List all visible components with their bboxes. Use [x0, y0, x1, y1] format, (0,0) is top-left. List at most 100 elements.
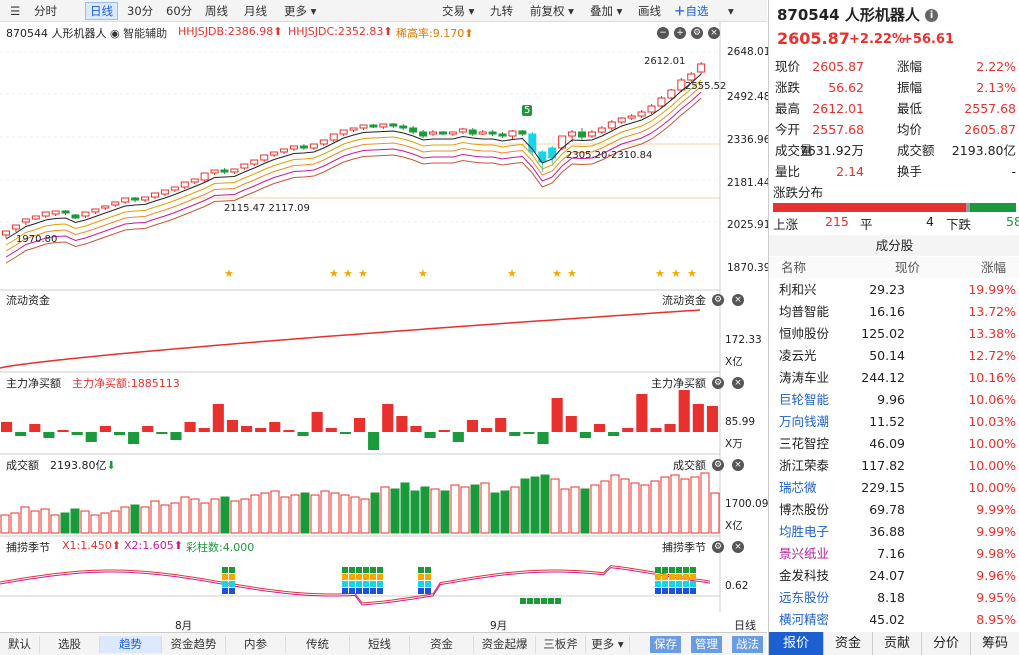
constituent-row[interactable]: 瑞芯微 229.15 10.00% [769, 477, 1019, 499]
plus-circle-icon[interactable]: + [674, 27, 686, 39]
settings-icon[interactable]: ⚙ [712, 294, 724, 306]
tab-shortline[interactable]: 短线 [350, 636, 410, 653]
quote-price: 2605.87 [777, 29, 850, 48]
constituent-row[interactable]: 均胜电子 36.88 9.99% [769, 521, 1019, 543]
season-colored-bar [229, 574, 235, 580]
constituent-row[interactable]: 恒帅股份 125.02 13.38% [769, 323, 1019, 345]
settings-icon[interactable]: ⚙ [691, 27, 703, 39]
constituent-row[interactable]: 横河精密 45.02 8.95% [769, 609, 1019, 631]
hhjsjdb-text: HHJSJDB:2386.98 [178, 25, 274, 38]
mainflow-bar [269, 422, 281, 432]
close-icon[interactable]: × [708, 27, 720, 39]
quote-row: 涨跌 56.62 振幅 2.13% [769, 77, 1019, 98]
constituent-row[interactable]: 凌云光 50.14 12.72% [769, 345, 1019, 367]
tab-fund-burst[interactable]: 资金起爆 [474, 636, 536, 653]
tab-insight[interactable]: 内参 [226, 636, 286, 653]
constituent-row[interactable]: 巨轮智能 9.96 10.06% [769, 389, 1019, 411]
tab-three-axes[interactable]: 三板斧 [536, 636, 586, 653]
quote-label: 涨跌 [775, 80, 801, 95]
info-icon[interactable]: i [925, 9, 939, 22]
stock-price: 24.07 [869, 568, 905, 583]
mainflow-bar [29, 424, 41, 432]
close-icon[interactable]: × [732, 541, 744, 553]
tab-minute[interactable]: 分时 [34, 4, 57, 18]
tab-contribution[interactable]: 贡献 [872, 632, 921, 655]
stock-pct: 10.00% [968, 458, 1016, 473]
chevron-down-icon[interactable]: ▾ [728, 4, 734, 18]
stock-name: 巨轮智能 [779, 392, 830, 407]
adjust-dropdown[interactable]: 前复权 ▾ [530, 4, 574, 18]
constituent-row[interactable]: 均普智能 16.16 13.72% [769, 301, 1019, 323]
star-marker: ★ [224, 267, 234, 280]
constituent-row[interactable]: 博杰股份 69.78 9.99% [769, 499, 1019, 521]
candle-body [438, 131, 447, 135]
tab-quote[interactable]: 报价 [768, 632, 823, 655]
tab-weekly[interactable]: 周线 [205, 4, 228, 18]
constituent-row[interactable]: 涛涛车业 244.12 10.16% [769, 367, 1019, 389]
constituent-row[interactable]: 利和兴 29.23 19.99% [769, 279, 1019, 301]
mainflow-bar [481, 428, 493, 432]
xigao-value: 稀高率:9.170⬆ [396, 27, 474, 40]
constituent-row[interactable]: 远东股份 8.18 9.95% [769, 587, 1019, 609]
add-watchlist-button[interactable]: ＋自选 [670, 2, 713, 20]
tab-fund-panel[interactable]: 资金 [823, 632, 872, 655]
season-colored-bar [370, 588, 376, 594]
season-panel-right: 捕捞季节 [662, 541, 706, 554]
aux-toggle[interactable]: ◉ 智能辅助 [110, 27, 168, 40]
candle-body [299, 145, 308, 149]
tab-chips[interactable]: 筹码 [970, 632, 1019, 655]
close-icon[interactable]: × [732, 294, 744, 306]
strategy-button[interactable]: 战法 [732, 636, 763, 653]
overlay-dropdown[interactable]: 叠加 ▾ [590, 4, 623, 18]
volume-bar [350, 496, 360, 534]
trade-dropdown[interactable]: 交易 ▾ [442, 4, 475, 18]
draw-button[interactable]: 画线 [638, 4, 661, 18]
tab-60min[interactable]: 60分 [166, 4, 193, 18]
season-colored-bar [662, 588, 668, 594]
mainflow-bar [212, 404, 224, 432]
constituent-row[interactable]: 万向钱潮 11.52 10.03% [769, 411, 1019, 433]
save-button[interactable]: 保存 [650, 636, 681, 653]
tab-default[interactable]: 默认 [0, 636, 40, 653]
tab-select[interactable]: 选股 [40, 636, 100, 653]
constituent-row[interactable]: 景兴纸业 7.16 9.98% [769, 543, 1019, 565]
constituent-row[interactable]: 浙江荣泰 117.82 10.00% [769, 455, 1019, 477]
season-colored-bar [418, 588, 424, 594]
close-icon[interactable]: × [732, 459, 744, 471]
constituent-row[interactable]: 三花智控 46.09 10.00% [769, 433, 1019, 455]
more-bottom-dropdown[interactable]: 更多 ▾ [586, 636, 630, 653]
tab-traditional[interactable]: 传统 [286, 636, 350, 653]
tab-price-dist[interactable]: 分价 [921, 632, 970, 655]
constituent-row[interactable]: 金发科技 24.07 9.96% [769, 565, 1019, 587]
tab-fund-trend[interactable]: 资金趋势 [162, 636, 226, 653]
stock-pct: 9.99% [976, 502, 1016, 517]
tab-trend[interactable]: 趋势 [100, 636, 162, 653]
tab-fund[interactable]: 资金 [410, 636, 474, 653]
volume-bar [630, 482, 640, 534]
mainflow-bar [579, 432, 591, 438]
season-low-bar [520, 598, 526, 604]
stock-price: 36.88 [869, 524, 905, 539]
menu-icon[interactable]: ☰ [10, 4, 21, 18]
tab-30min[interactable]: 30分 [127, 4, 154, 18]
manage-button[interactable]: 管理 [691, 636, 722, 653]
tab-monthly[interactable]: 月线 [244, 4, 267, 18]
candle-body [210, 169, 219, 174]
star-marker: ★ [671, 267, 681, 280]
more-dropdown[interactable]: 更多 ▾ [284, 4, 317, 18]
chart-area[interactable]: ★ ★ ★ ★ ★ ★ ★ ★ ★ ★ ★ 870544 人形机器人 ◉ 智能辅助 HHJSJDB:… [0, 22, 770, 632]
jiuzhuan-button[interactable]: 九转 [490, 4, 513, 18]
season-low-bar [527, 598, 533, 604]
tab-daily[interactable]: 日线 [85, 2, 118, 20]
low-annotation: 2115.47 2117.09 [224, 203, 310, 214]
volume-bar [500, 490, 510, 534]
settings-icon[interactable]: ⚙ [712, 377, 724, 389]
settings-icon[interactable]: ⚙ [712, 459, 724, 471]
settings-icon[interactable]: ⚙ [712, 541, 724, 553]
stock-name: 恒帅股份 [779, 326, 830, 341]
minus-icon[interactable]: − [657, 27, 669, 39]
volume-bar [680, 478, 690, 534]
close-icon[interactable]: × [732, 377, 744, 389]
stock-pct: 9.96% [976, 568, 1016, 583]
season-colored-bar [363, 567, 369, 573]
